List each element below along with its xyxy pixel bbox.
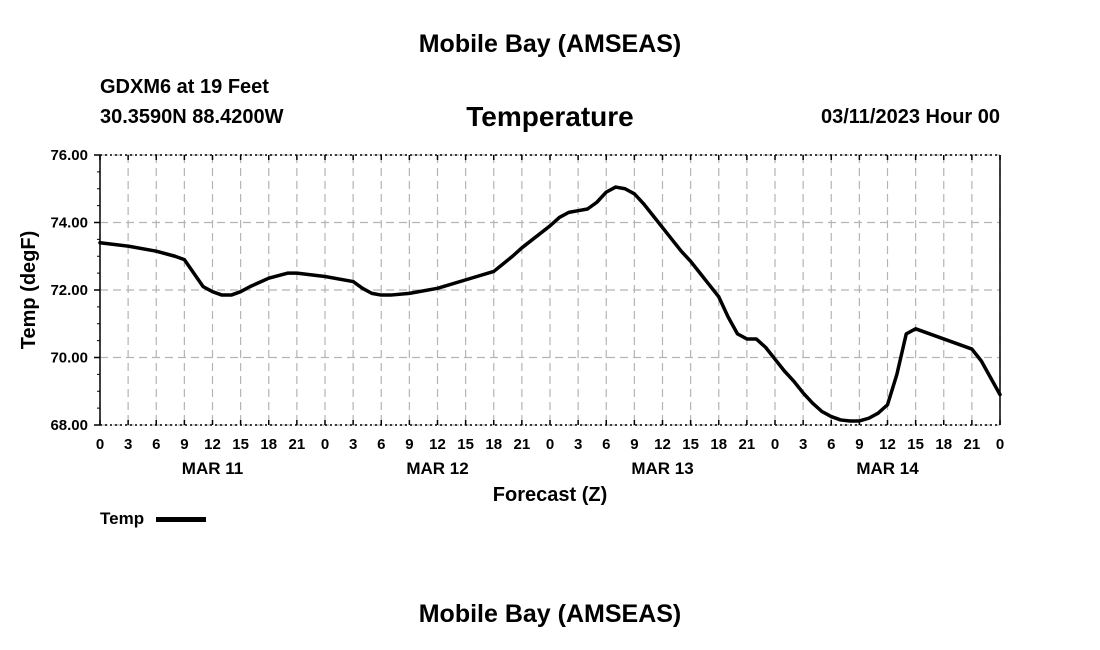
x-tick-label: 15 xyxy=(232,436,249,453)
x-tick-label: 12 xyxy=(654,436,671,453)
x-tick-label: 15 xyxy=(907,436,924,453)
x-day-label: MAR 13 xyxy=(631,459,693,478)
x-tick-label: 21 xyxy=(289,436,306,453)
x-tick-label: 21 xyxy=(514,436,531,453)
x-tick-label: 0 xyxy=(771,436,779,453)
x-tick-label: 0 xyxy=(996,436,1004,453)
x-tick-label: 15 xyxy=(457,436,474,453)
x-tick-label: 6 xyxy=(827,436,835,453)
chart-title: Temperature xyxy=(466,101,634,132)
x-tick-label: 12 xyxy=(879,436,896,453)
x-tick-label: 3 xyxy=(799,436,807,453)
x-tick-label: 18 xyxy=(710,436,727,453)
x-tick-label: 15 xyxy=(682,436,699,453)
station-coordinates: 30.3590N 88.4200W xyxy=(100,106,284,128)
y-tick-label: 74.00 xyxy=(50,215,88,232)
x-tick-label: 9 xyxy=(180,436,188,453)
x-day-label: MAR 11 xyxy=(182,459,243,478)
x-tick-label: 6 xyxy=(377,436,385,453)
x-tick-label: 18 xyxy=(485,436,502,453)
axes: 68.00 70.00 72.00 74.00 76.00 0 3 6 9 12 15 18 21 0 3 6… xyxy=(50,147,1004,478)
x-day-label: MAR 12 xyxy=(406,459,468,478)
x-tick-label: 9 xyxy=(405,436,413,453)
x-tick-label: 3 xyxy=(574,436,582,453)
x-tick-label: 12 xyxy=(429,436,446,453)
x-tick-label: 12 xyxy=(204,436,221,453)
station-name: GDXM6 at 19 Feet xyxy=(100,76,269,98)
x-tick-label: 0 xyxy=(321,436,329,453)
x-day-label: MAR 14 xyxy=(856,459,919,478)
y-tick-label: 70.00 xyxy=(50,350,88,367)
legend-label: Temp xyxy=(100,509,145,528)
legend-line-swatch xyxy=(156,516,207,522)
x-tick-label: 18 xyxy=(260,436,277,453)
grid-lines xyxy=(99,154,1001,426)
series-line-temp xyxy=(98,185,1002,423)
x-tick-label: 6 xyxy=(152,436,160,453)
forecast-date: 03/11/2023 Hour 00 xyxy=(820,106,1000,128)
y-tick-label: 68.00 xyxy=(50,417,88,434)
footer-title: Mobile Bay (AMSEAS) xyxy=(418,600,682,628)
x-tick-label: 21 xyxy=(964,436,981,453)
x-tick-label: 3 xyxy=(124,436,132,453)
x-tick-label: 3 xyxy=(349,436,357,453)
x-tick-label: 9 xyxy=(855,436,863,453)
x-axis-title: Forecast (Z) xyxy=(493,484,607,506)
x-tick-label: 18 xyxy=(935,436,952,453)
x-tick-label: 9 xyxy=(630,436,638,453)
x-tick-label: 21 xyxy=(739,436,756,453)
x-tick-label: 0 xyxy=(546,436,554,453)
page-title: Mobile Bay (AMSEAS) xyxy=(418,30,682,58)
legend: Temp xyxy=(100,509,207,529)
y-tick-label: 72.00 xyxy=(50,282,88,299)
x-tick-label: 0 xyxy=(96,436,104,453)
series-layer xyxy=(98,185,1002,423)
y-axis-title: Temp (degF) xyxy=(18,231,40,350)
y-tick-label: 76.00 xyxy=(50,147,88,164)
x-tick-label: 6 xyxy=(602,436,610,453)
